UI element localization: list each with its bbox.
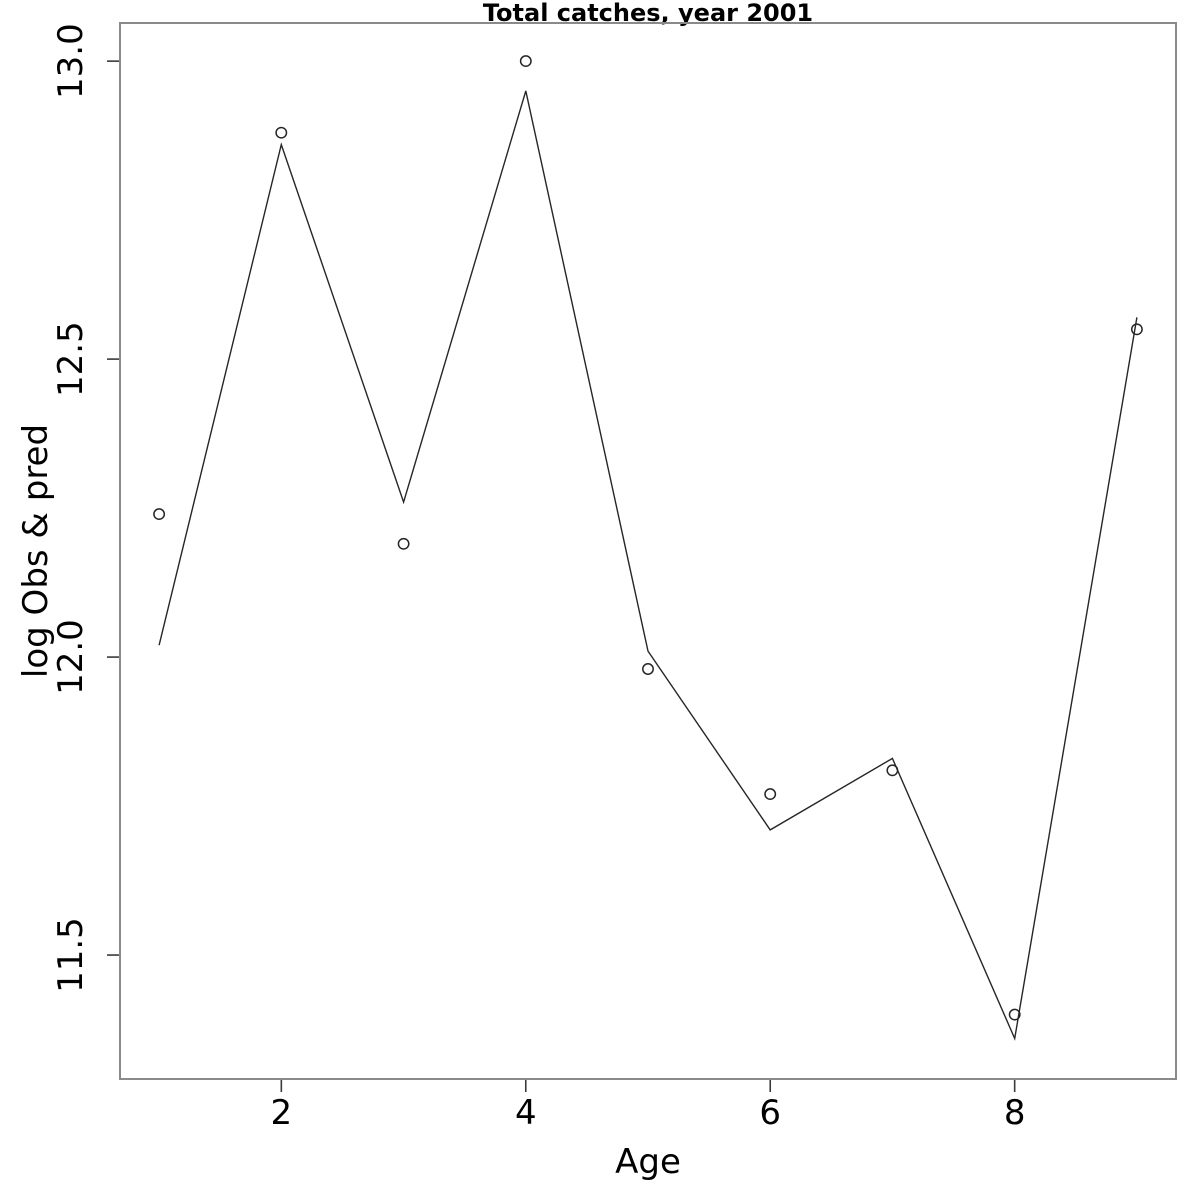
prediction-line bbox=[158, 90, 1138, 1041]
data-point bbox=[275, 126, 288, 139]
x-tick-label: 2 bbox=[271, 1093, 293, 1133]
y-tick-label: 12.0 bbox=[51, 619, 91, 695]
data-point bbox=[1008, 1008, 1021, 1021]
y-tick-label: 12.5 bbox=[51, 321, 91, 397]
data-point bbox=[519, 55, 532, 68]
data-point bbox=[153, 508, 166, 521]
plot-box bbox=[119, 22, 1177, 1080]
data-point bbox=[397, 537, 410, 550]
y-tick-label: 13.0 bbox=[51, 23, 91, 99]
data-point bbox=[642, 663, 654, 675]
data-point bbox=[764, 788, 777, 801]
x-tick-label: 4 bbox=[515, 1093, 537, 1133]
x-axis-label: Age bbox=[615, 1142, 681, 1182]
x-tick-label: 8 bbox=[1004, 1093, 1026, 1133]
chart-title: Total catches, year 2001 bbox=[482, 0, 814, 27]
y-tick-label: 11.5 bbox=[51, 917, 91, 993]
data-point bbox=[1130, 323, 1143, 336]
x-tick-label: 6 bbox=[759, 1093, 781, 1133]
